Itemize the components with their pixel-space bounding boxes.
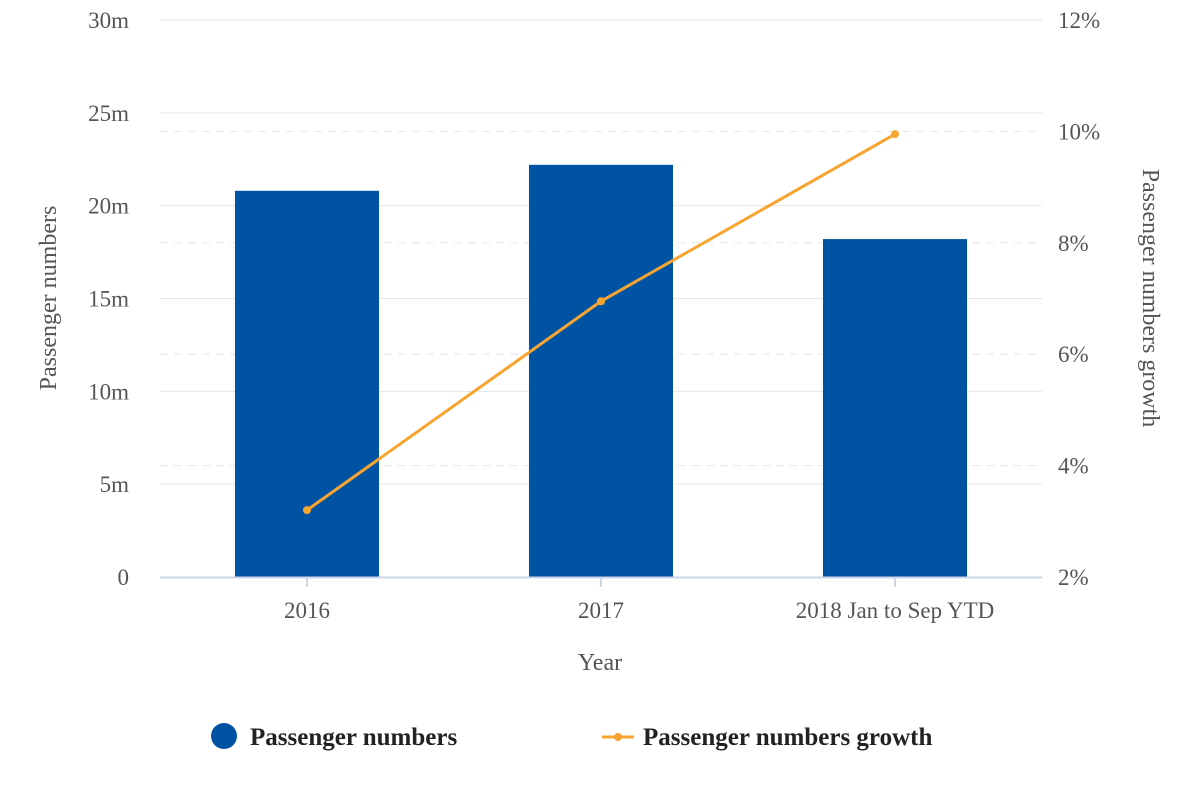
legend-item-passenger-numbers-growth[interactable]: Passenger numbers growth — [602, 724, 932, 751]
x-axis-title: Year — [578, 650, 622, 676]
legend-label-passenger-numbers: Passenger numbers — [250, 724, 457, 751]
y-tick-label-left: 30m — [88, 8, 129, 33]
y-tick-label-left: 0 — [118, 565, 130, 590]
bar[interactable] — [528, 164, 674, 577]
y-tick-label-left: 25m — [88, 101, 129, 126]
legend-item-passenger-numbers[interactable]: Passenger numbers — [211, 723, 457, 751]
x-tick-label: 2017 — [578, 598, 624, 623]
y-tick-label-left: 20m — [88, 194, 129, 219]
y-tick-label-right: 8% — [1058, 231, 1089, 256]
legend-symbol-bar — [211, 723, 237, 749]
growth-point[interactable] — [891, 130, 899, 139]
bar[interactable] — [234, 190, 380, 577]
y-tick-label-left: 10m — [88, 379, 129, 404]
y-tick-label-right: 10% — [1058, 119, 1100, 144]
y-axis-left-title: Passenger numbers — [36, 206, 62, 391]
y-axis-right-title: Passenger numbers growth — [1137, 169, 1163, 428]
y-tick-label-right: 12% — [1058, 8, 1100, 33]
line-series-passenger-numbers-growth — [303, 130, 899, 515]
legend-label-passenger-numbers-growth: Passenger numbers growth — [643, 724, 932, 751]
y-tick-label-right: 2% — [1058, 565, 1089, 590]
growth-point[interactable] — [303, 506, 311, 515]
y-tick-label-left: 5m — [100, 472, 130, 497]
x-tick-label: 2018 Jan to Sep YTD — [796, 598, 994, 623]
y-axis-left: 0 5m 10m 15m 20m 25m 30m — [88, 8, 129, 590]
x-axis: 2016 2017 2018 Jan to Sep YTD — [160, 576, 1042, 623]
bar[interactable] — [822, 239, 968, 577]
bar-series-passenger-numbers — [234, 164, 968, 577]
growth-point[interactable] — [597, 297, 605, 306]
legend: Passenger numbers Passenger numbers grow… — [211, 723, 932, 751]
legend-symbol-marker — [614, 733, 622, 741]
y-axis-right: 2% 4% 6% 8% 10% 12% — [1058, 8, 1100, 590]
y-tick-label-left: 15m — [88, 287, 129, 312]
y-tick-label-right: 6% — [1058, 342, 1089, 367]
y-tick-label-right: 4% — [1058, 454, 1089, 479]
x-tick-label: 2016 — [284, 598, 330, 623]
